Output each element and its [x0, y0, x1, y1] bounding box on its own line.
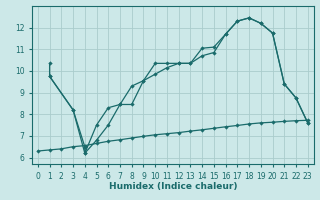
X-axis label: Humidex (Indice chaleur): Humidex (Indice chaleur) — [108, 182, 237, 191]
